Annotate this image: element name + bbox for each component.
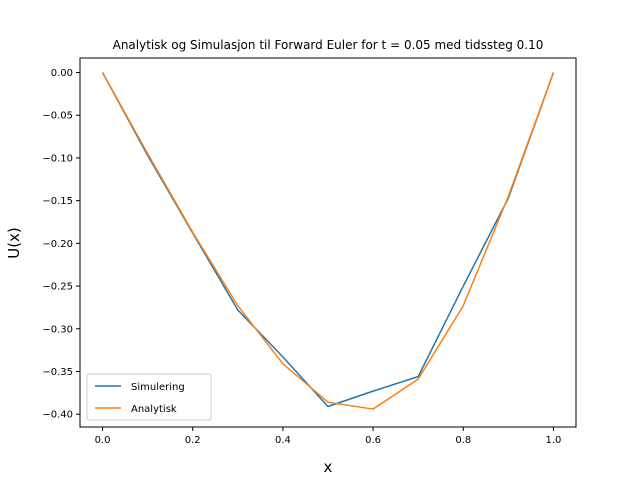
x-axis-label: x — [324, 458, 333, 476]
y-tick-label: −0.30 — [42, 324, 73, 335]
y-tick-label: −0.25 — [42, 282, 73, 293]
y-axis-label: U(x) — [5, 227, 23, 259]
legend: Simulering Analytisk — [86, 373, 212, 421]
plot-frame — [79, 57, 577, 428]
series-line-analytisk — [101, 72, 555, 410]
x-tick-label: 0.6 — [365, 435, 381, 446]
x-tick-label: 0.0 — [95, 435, 111, 446]
y-tick-label: −0.05 — [42, 111, 73, 122]
y-tick-label: 0.00 — [51, 68, 73, 79]
x-tick-label: 0.8 — [455, 435, 471, 446]
chart-title: Analytisk og Simulasjon til Forward Eule… — [113, 38, 544, 52]
x-tick-label: 1.0 — [546, 435, 562, 446]
y-tick-label: −0.10 — [42, 153, 73, 164]
y-tick-label: −0.15 — [42, 196, 73, 207]
x-tick-label: 0.2 — [185, 435, 201, 446]
x-tick-label: 0.4 — [275, 435, 291, 446]
y-axis: 0.00 −0.05 −0.10 −0.15 −0.20 −0.25 −0.30 −0.35 −… — [42, 68, 80, 421]
plot-area — [101, 72, 555, 410]
y-tick-label: −0.20 — [42, 239, 73, 250]
x-axis: 0.0 0.2 0.4 0.6 0.8 1.0 — [95, 427, 562, 446]
legend-label-analytisk: Analytisk — [131, 404, 177, 415]
y-tick-label: −0.35 — [42, 367, 73, 378]
legend-label-simulering: Simulering — [131, 382, 185, 393]
y-tick-label: −0.40 — [42, 410, 73, 421]
